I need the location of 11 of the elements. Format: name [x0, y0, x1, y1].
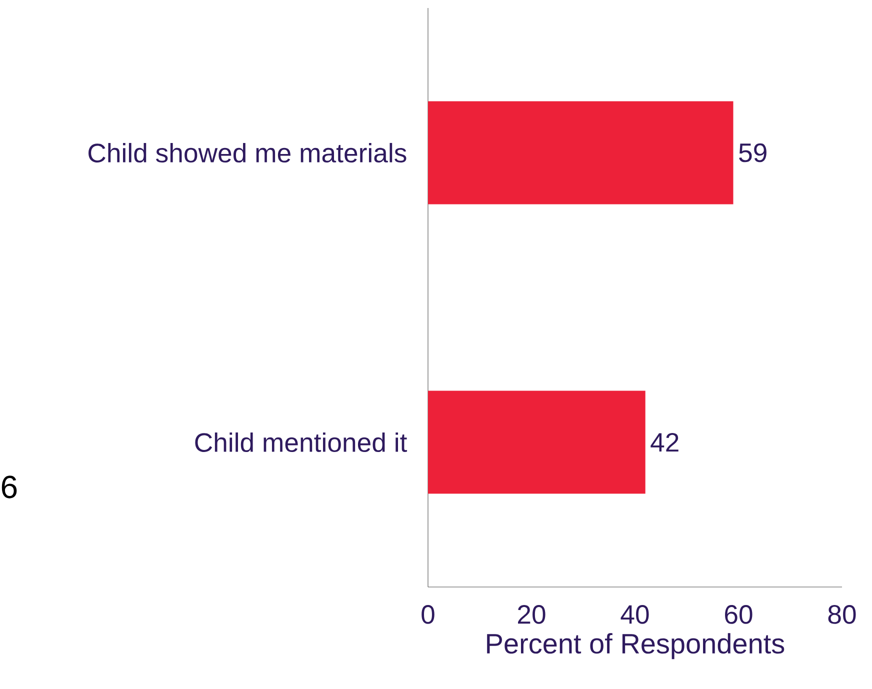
x-tick-label: 0 — [422, 605, 434, 624]
y-tick-label: Child mentioned it — [195, 432, 408, 452]
x-tick-label: 60 — [725, 605, 752, 624]
x-tick-label: 80 — [828, 605, 856, 624]
x-axis-title: Percent of Respondents — [487, 633, 784, 660]
x-tick-label: 40 — [620, 605, 649, 624]
data-label: 59 — [739, 143, 766, 162]
text: 6 — [2, 476, 17, 498]
x-tick-label: 20 — [518, 605, 546, 624]
y-tick-label: Child showed me materials — [88, 142, 406, 163]
data-label: 42 — [650, 432, 678, 452]
